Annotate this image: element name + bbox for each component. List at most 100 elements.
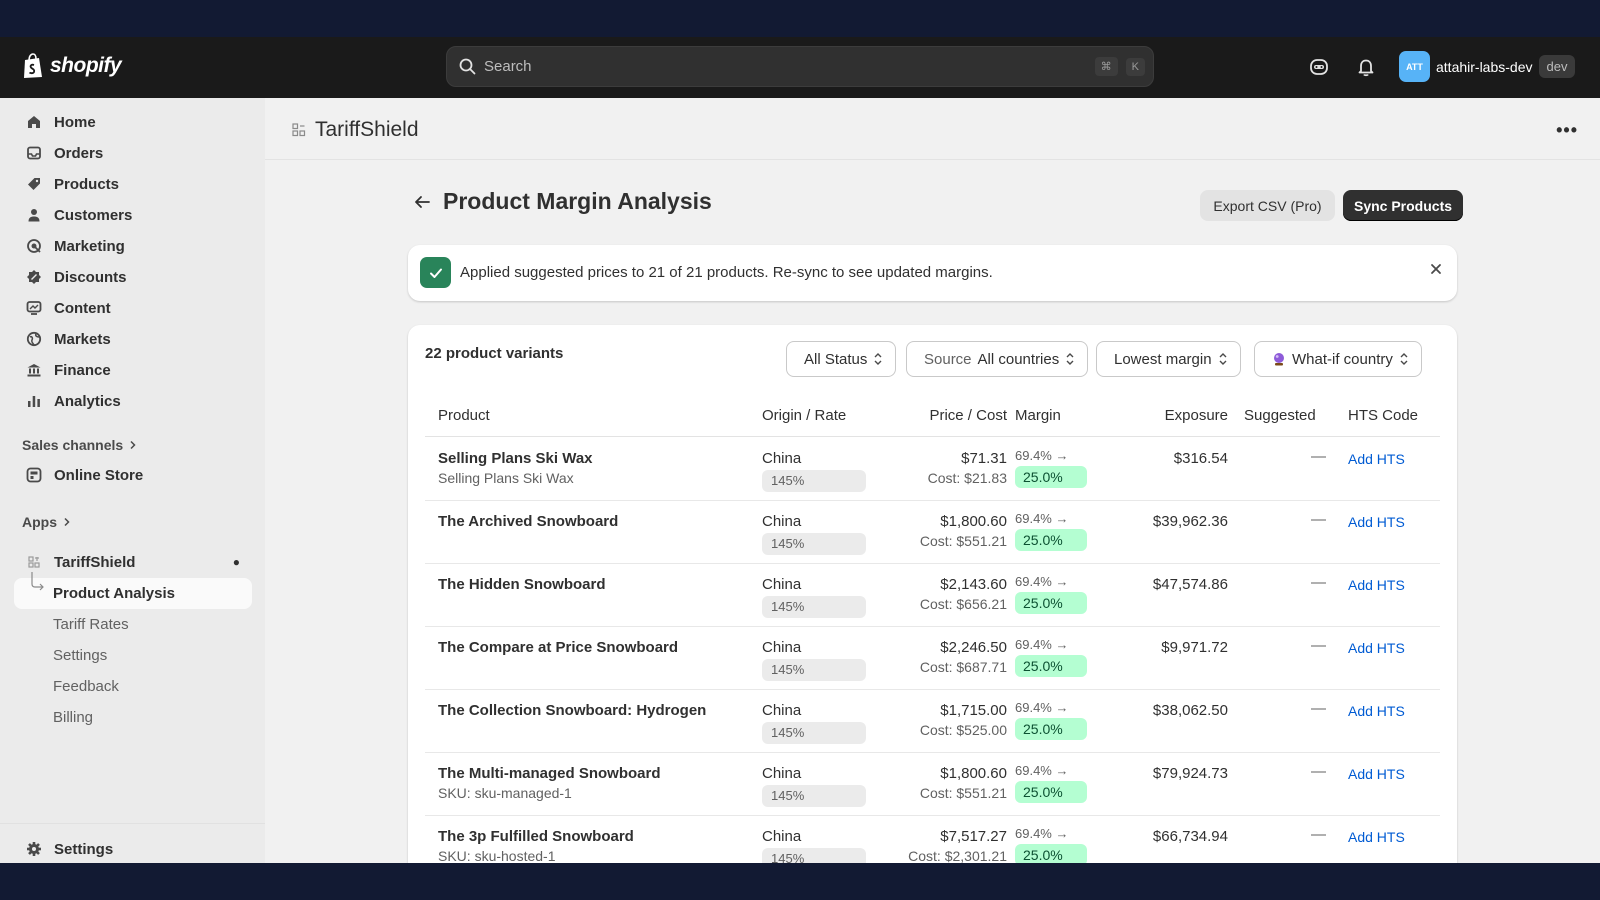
table-row[interactable]: The 3p Fulfilled Snowboard SKU: sku-hoste… <box>425 816 1440 863</box>
product-name[interactable]: The Archived Snowboard <box>438 513 619 530</box>
column-header-product[interactable]: Product <box>438 407 490 424</box>
new-margin-badge: 25.0% <box>1015 718 1087 740</box>
table-row[interactable]: Selling Plans Ski Wax Selling Plans Ski W… <box>425 438 1440 501</box>
table-row[interactable]: The Multi-managed Snowboard SKU: sku-mana… <box>425 753 1440 816</box>
add-hts-link[interactable]: Add HTS <box>1348 514 1405 530</box>
sidebar-sub-product-analysis[interactable]: Product Analysis <box>53 585 175 602</box>
column-header-origin-rate[interactable]: Origin / Rate <box>762 407 847 424</box>
sidebar-active-highlight <box>14 578 252 609</box>
product-name[interactable]: Selling Plans Ski Wax <box>438 450 593 467</box>
add-hts-link[interactable]: Add HTS <box>1348 766 1405 782</box>
sync-products-button[interactable]: Sync Products <box>1343 190 1463 221</box>
table-row[interactable]: The Collection Snowboard: Hydrogen China 1… <box>425 690 1440 753</box>
product-name[interactable]: The Multi-managed Snowboard <box>438 765 661 782</box>
sidebar-item-products[interactable]: Products <box>14 169 252 199</box>
product-name[interactable]: The Compare at Price Snowboard <box>438 639 679 656</box>
more-actions-icon[interactable]: ••• <box>1556 120 1578 140</box>
new-margin-badge: 25.0% <box>1015 844 1087 863</box>
table-row[interactable]: The Hidden Snowboard China 145% $2,143.60 Co… <box>425 564 1440 627</box>
tariff-rate-badge: 145% <box>762 596 866 618</box>
sidebar-item-label: Content <box>54 299 111 317</box>
sidebar-item-online-store[interactable]: Online Store <box>14 460 252 490</box>
current-margin: 69.4% → <box>1015 637 1069 652</box>
sidebar-item-orders[interactable]: Orders <box>14 138 252 168</box>
sidebar-item-discounts[interactable]: Discounts <box>14 262 252 292</box>
sidebar-sub-billing[interactable]: Billing <box>53 709 94 726</box>
avatar: ATT <box>1399 51 1430 82</box>
price-value: $1,715.00 <box>940 702 1007 719</box>
column-header-suggested[interactable]: Suggested <box>1244 407 1316 424</box>
assistant-icon[interactable] <box>1308 56 1330 78</box>
sidebar-item-label: Customers <box>54 206 133 224</box>
shopify-bag-icon <box>24 53 42 78</box>
tag-icon <box>28 178 40 190</box>
bell-icon[interactable] <box>1355 56 1377 78</box>
suggested-price: — <box>1311 763 1326 780</box>
select-arrows-icon <box>874 353 882 365</box>
app-grid-icon <box>292 123 306 137</box>
sidebar-sub-tariff-rates[interactable]: Tariff Rates <box>53 616 129 633</box>
origin-country: China <box>762 513 802 530</box>
globe-icon <box>26 331 42 347</box>
shopify-logo[interactable]: shopify <box>22 53 122 79</box>
apps-label: Apps <box>22 514 57 530</box>
column-header-exposure[interactable]: Exposure <box>1164 407 1228 424</box>
sidebar-sub-feedback[interactable]: Feedback <box>53 678 119 695</box>
search-icon <box>459 58 476 75</box>
price-value: $2,143.60 <box>940 576 1007 593</box>
close-icon[interactable] <box>1429 262 1443 276</box>
sidebar-sub-settings[interactable]: Settings <box>53 647 108 664</box>
sidebar-item-markets[interactable]: Markets <box>14 324 252 354</box>
add-hts-link[interactable]: Add HTS <box>1348 640 1405 656</box>
add-hts-link[interactable]: Add HTS <box>1348 451 1405 467</box>
suggested-price: — <box>1311 511 1326 528</box>
sidebar-item-finance[interactable]: Finance <box>14 355 252 385</box>
sort-select[interactable]: Lowest margin <box>1096 341 1241 377</box>
tree-branch-icon <box>31 572 44 591</box>
origin-country: China <box>762 639 802 656</box>
sidebar-item-analytics[interactable]: Analytics <box>14 386 252 416</box>
status-filter[interactable]: All Status <box>786 341 897 377</box>
success-banner: Applied suggested prices to 21 of 21 pro… <box>408 245 1457 301</box>
sales-channels-header[interactable]: Sales channels <box>22 437 137 453</box>
sidebar-item-customers[interactable]: Customers <box>14 200 252 230</box>
add-hts-link[interactable]: Add HTS <box>1348 577 1405 593</box>
table-row[interactable]: The Compare at Price Snowboard China 145% $… <box>425 627 1440 690</box>
export-csv-button[interactable]: Export CSV (Pro) <box>1200 190 1335 221</box>
product-name[interactable]: The Collection Snowboard: Hydrogen <box>438 702 707 719</box>
sidebar-item-content[interactable]: Content <box>14 293 252 323</box>
column-header-price-cost[interactable]: Price / Cost <box>929 407 1007 424</box>
product-name[interactable]: The Hidden Snowboard <box>438 576 606 593</box>
table-row[interactable]: The Archived Snowboard China 145% $1,800.60… <box>425 501 1440 564</box>
sidebar-item-home[interactable]: Home <box>14 107 252 137</box>
tariff-rate-badge: 145% <box>762 722 866 744</box>
column-header-hts-code[interactable]: HTS Code <box>1348 407 1419 424</box>
apps-header[interactable]: Apps <box>22 514 71 530</box>
sidebar-item-settings[interactable]: Settings <box>14 834 252 863</box>
back-arrow-icon[interactable] <box>413 194 431 210</box>
cost-value: Cost: $687.71 <box>919 659 1007 675</box>
gear-icon <box>27 842 41 856</box>
sidebar-item-label: Online Store <box>54 466 144 484</box>
tariff-rate-badge: 145% <box>762 470 866 492</box>
cost-value: Cost: $21.83 <box>927 470 1007 486</box>
app-header: TariffShield ••• <box>265 98 1600 160</box>
dev-badge: dev <box>1538 55 1576 78</box>
add-hts-link[interactable]: Add HTS <box>1348 703 1405 719</box>
pin-dot-icon[interactable]: ● <box>232 555 240 569</box>
store-icon <box>26 467 42 483</box>
sidebar-item-tariffshield[interactable]: TariffShield ● <box>14 547 252 577</box>
current-margin: 69.4% → <box>1015 700 1069 715</box>
search-input[interactable]: Search ⌘ K <box>446 46 1154 87</box>
sidebar-item-marketing[interactable]: Marketing <box>14 231 252 261</box>
crystal-ball-icon <box>1274 353 1284 366</box>
column-header-margin[interactable]: Margin <box>1015 407 1061 424</box>
add-hts-link[interactable]: Add HTS <box>1348 829 1405 845</box>
tariff-rate-badge: 145% <box>762 659 866 681</box>
product-name[interactable]: The 3p Fulfilled Snowboard <box>438 828 634 845</box>
sidebar-item-label: TariffShield <box>54 553 136 571</box>
whatif-country-select[interactable]: What-if country <box>1254 341 1422 377</box>
origin-country: China <box>762 702 802 719</box>
account-menu[interactable]: ATT attahir-labs-dev dev <box>1399 51 1576 82</box>
source-filter[interactable]: Source All countries <box>906 341 1089 377</box>
